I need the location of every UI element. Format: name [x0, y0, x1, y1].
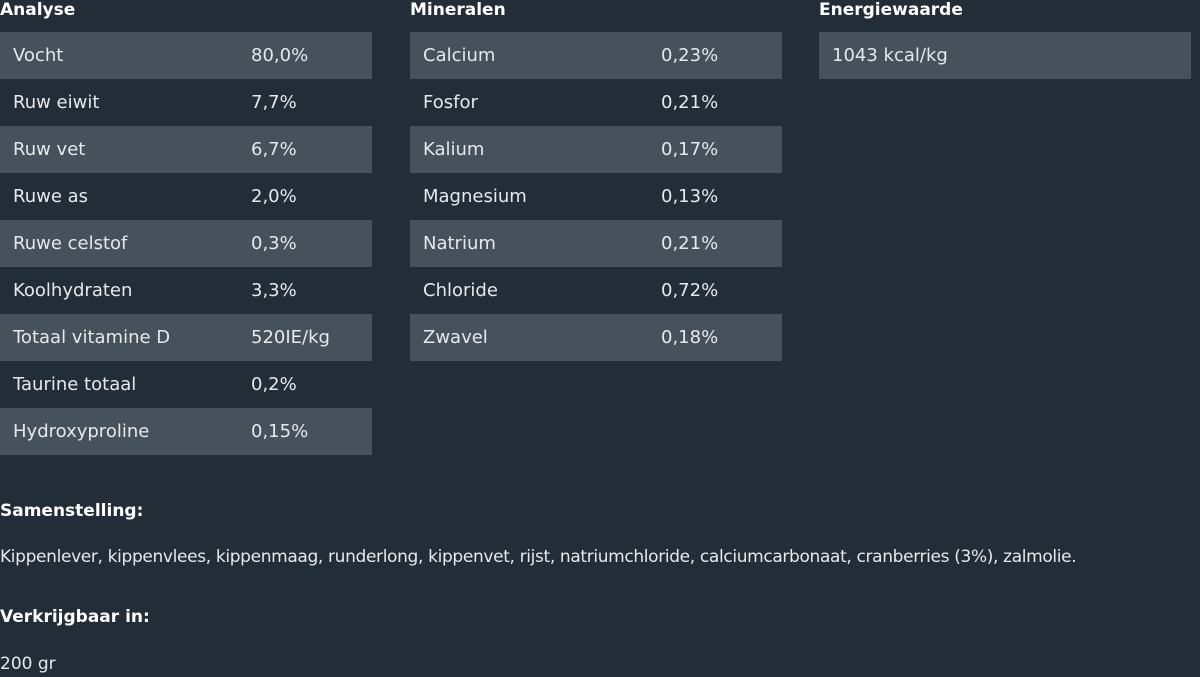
table-row: Zwavel 0,18%: [410, 314, 782, 361]
row-value: 0,15%: [251, 421, 309, 442]
table-row: Ruw vet 6,7%: [0, 126, 372, 173]
row-label: Fosfor: [423, 92, 478, 113]
row-label: Ruwe as: [13, 186, 89, 207]
analyse-table: Analyse Vocht 80,0% Ruw eiwit 7,7% Ruw vet 6,…: [0, 0, 372, 455]
row-value: 0,2%: [251, 374, 297, 395]
row-value: 520IE/kg: [251, 327, 330, 348]
row-value: 0,23%: [661, 45, 719, 66]
row-label: Magnesium: [423, 186, 527, 207]
row-value: 80,0%: [251, 45, 309, 66]
table-row: Totaal vitamine D 520IE/kg: [0, 314, 372, 361]
analyse-heading: Analyse: [0, 0, 76, 20]
row-value: 0,18%: [661, 327, 719, 348]
row-value: 0,3%: [251, 233, 297, 254]
row-value: 0,17%: [661, 139, 719, 160]
row-label: Taurine totaal: [13, 374, 137, 395]
row-label: Chloride: [423, 280, 498, 301]
table-row: Vocht 80,0%: [0, 32, 372, 79]
energiewaarde-table: Energiewaarde 1043 kcal/kg: [819, 0, 1191, 79]
samenstelling-label: Samenstelling:: [0, 501, 144, 521]
mineralen-heading: Mineralen: [410, 0, 506, 20]
row-label: Koolhydraten: [13, 280, 133, 301]
row-value: 3,3%: [251, 280, 297, 301]
row-label: Vocht: [13, 45, 64, 66]
row-label: Ruwe celstof: [13, 233, 128, 254]
row-label: Zwavel: [423, 327, 488, 348]
mineralen-table: Mineralen Calcium 0,23% Fosfor 0,21% Kalium 0…: [410, 0, 782, 361]
row-value: 0,21%: [661, 233, 719, 254]
row-label: Calcium: [423, 45, 496, 66]
row-label: Kalium: [423, 139, 485, 160]
row-value: 7,7%: [251, 92, 297, 113]
row-label: 1043 kcal/kg: [832, 45, 948, 66]
row-label: Natrium: [423, 233, 496, 254]
table-row: Taurine totaal 0,2%: [0, 361, 372, 408]
row-label: Totaal vitamine D: [13, 327, 171, 348]
row-value: 0,72%: [661, 280, 719, 301]
table-row: Natrium 0,21%: [410, 220, 782, 267]
table-row: Ruwe celstof 0,3%: [0, 220, 372, 267]
table-row: Chloride 0,72%: [410, 267, 782, 314]
row-value: 0,13%: [661, 186, 719, 207]
table-row: Ruw eiwit 7,7%: [0, 79, 372, 126]
row-label: Ruw eiwit: [13, 92, 100, 113]
row-label: Ruw vet: [13, 139, 86, 160]
row-label: Hydroxyproline: [13, 421, 150, 442]
table-row: Hydroxyproline 0,15%: [0, 408, 372, 455]
table-row: Kalium 0,17%: [410, 126, 782, 173]
samenstelling-text: Kippenlever, kippenvlees, kippenmaag, ru…: [0, 547, 1077, 567]
row-value: 0,21%: [661, 92, 719, 113]
table-row: Magnesium 0,13%: [410, 173, 782, 220]
table-row: Koolhydraten 3,3%: [0, 267, 372, 314]
verkrijgbaar-label: Verkrijgbaar in:: [0, 607, 150, 627]
row-value: 6,7%: [251, 139, 297, 160]
energiewaarde-heading: Energiewaarde: [819, 0, 963, 20]
table-row: Fosfor 0,21%: [410, 79, 782, 126]
table-row: 1043 kcal/kg: [819, 32, 1191, 79]
row-value: 2,0%: [251, 186, 297, 207]
verkrijgbaar-text: 200 gr: [0, 654, 56, 674]
table-row: Calcium 0,23%: [410, 32, 782, 79]
table-row: Ruwe as 2,0%: [0, 173, 372, 220]
